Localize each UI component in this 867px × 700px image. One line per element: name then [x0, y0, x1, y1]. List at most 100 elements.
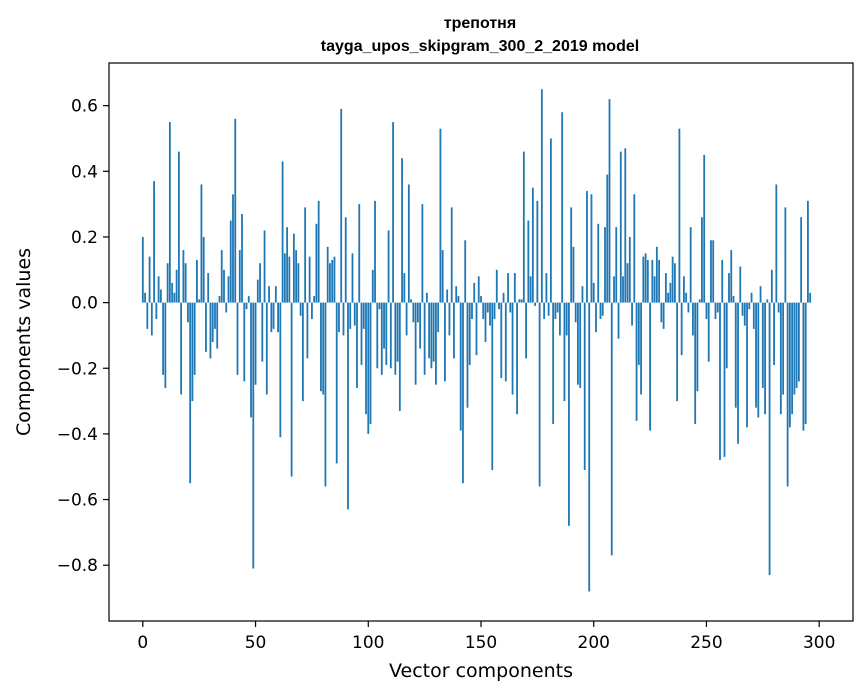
bar-22: [191, 302, 194, 402]
bar-253: [712, 240, 715, 303]
plot-frame: [108, 62, 854, 622]
bar-95: [356, 302, 358, 388]
bar-296: [809, 292, 812, 303]
bar-17: [180, 302, 183, 395]
bar-146: [471, 302, 473, 320]
bar-106: [380, 302, 383, 375]
bar-99: [365, 302, 367, 415]
bar-33: [216, 302, 219, 349]
y-tick-label: −0.2: [57, 359, 98, 379]
bar-276: [764, 302, 766, 415]
bar-113: [396, 302, 399, 362]
bar-44: [241, 213, 243, 303]
bar-49: [252, 302, 255, 569]
bar-172: [529, 276, 532, 303]
bar-67: [292, 233, 295, 303]
bar-24: [196, 259, 198, 303]
bar-14: [173, 292, 176, 303]
bar-182: [552, 302, 555, 425]
bar-230: [660, 302, 663, 323]
y-tick-label: 0.6: [71, 97, 98, 117]
bar-6: [155, 302, 158, 320]
bar-0: [141, 236, 144, 303]
x-tick-label: 0: [137, 633, 148, 653]
bar-179: [545, 273, 548, 303]
bar-92: [349, 302, 352, 329]
bar-232: [664, 273, 667, 303]
bar-170: [525, 302, 527, 359]
bar-122: [416, 302, 419, 323]
bar-203: [599, 302, 602, 320]
bar-261: [730, 250, 733, 303]
x-axis-ticks: 0 50 100 150 200 250 300: [137, 621, 835, 653]
bar-249: [703, 154, 706, 303]
bar-275: [761, 302, 764, 388]
bar-36: [223, 269, 225, 303]
bar-90: [344, 217, 347, 303]
bar-153: [486, 302, 489, 313]
bar-175: [536, 200, 539, 303]
bar-180: [547, 302, 550, 316]
bar-135: [446, 289, 449, 303]
bar-157: [495, 269, 498, 303]
bar-86: [335, 302, 338, 464]
bar-166: [516, 302, 518, 415]
bar-93: [351, 253, 354, 303]
bar-228: [655, 246, 658, 303]
bar-165: [513, 273, 516, 303]
bar-191: [572, 246, 575, 303]
bar-264: [737, 302, 739, 444]
bar-138: [453, 302, 455, 359]
bar-78: [317, 200, 320, 303]
bar-144: [466, 302, 469, 408]
bar-215: [626, 263, 629, 303]
bar-97: [360, 302, 363, 365]
bar-150: [480, 296, 482, 303]
bar-73: [306, 302, 309, 359]
bar-13: [171, 282, 174, 303]
bar-141: [459, 302, 462, 431]
bar-148: [475, 302, 478, 356]
bar-129: [432, 302, 435, 362]
chart-title: трепотня: [444, 15, 516, 32]
x-tick-label: 50: [245, 633, 267, 653]
bar-278: [768, 302, 771, 576]
bar-197: [586, 191, 588, 303]
bar-81: [324, 302, 327, 487]
bar-64: [286, 227, 289, 303]
bar-173: [531, 187, 534, 303]
bar-248: [701, 217, 703, 303]
bar-250: [705, 302, 708, 320]
bar-45: [243, 302, 246, 382]
bar-20: [187, 302, 189, 323]
bar-293: [802, 302, 805, 431]
bar-229: [658, 259, 661, 303]
bar-263: [734, 302, 737, 408]
bar-167: [518, 299, 521, 303]
bar-114: [398, 302, 401, 411]
bar-192: [574, 302, 577, 323]
bar-21: [189, 302, 192, 484]
bar-156: [493, 302, 496, 320]
bar-274: [759, 286, 762, 303]
bar-51: [256, 279, 259, 303]
bar-266: [741, 302, 744, 316]
bar-117: [405, 302, 408, 336]
y-tick-label: −0.8: [57, 556, 98, 576]
bar-35: [220, 250, 223, 303]
bar-10: [164, 302, 167, 388]
bar-202: [597, 223, 600, 303]
bar-220: [637, 302, 640, 365]
bar-27: [202, 236, 205, 303]
bar-46: [245, 302, 248, 310]
bar-76: [313, 296, 316, 303]
bar-259: [725, 302, 728, 369]
bar-184: [556, 302, 559, 313]
bar-18: [182, 250, 185, 303]
y-tick-label: −0.4: [57, 425, 98, 445]
bar-174: [534, 302, 537, 306]
bar-236: [673, 263, 676, 303]
bar-118: [407, 184, 410, 303]
bar-207: [608, 99, 611, 303]
bar-59: [274, 286, 277, 303]
